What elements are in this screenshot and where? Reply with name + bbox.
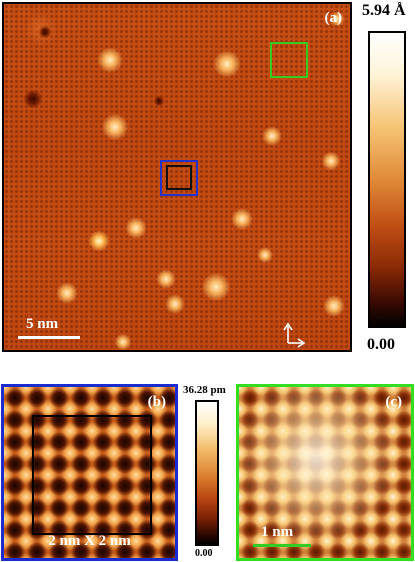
stm-image-c: (c) 1 nm	[236, 384, 414, 561]
colorbar-b-max-label: 36.28 pm	[183, 384, 226, 396]
dark-defect	[39, 26, 51, 38]
bright-defect	[56, 282, 78, 304]
colorbar-a-min-label: 0.00	[367, 336, 395, 353]
panel-label-b: (b)	[147, 394, 166, 410]
bright-defect	[262, 126, 282, 146]
bright-defect	[165, 294, 185, 314]
bright-defect	[214, 49, 240, 79]
bright-defect	[324, 294, 344, 318]
colorbar-a	[368, 31, 406, 328]
bright-defect	[88, 231, 110, 251]
stm-image-b: (b) 2 nm X 2 nm	[1, 384, 178, 561]
dark-defect	[24, 90, 42, 108]
panel-label-a: (a)	[324, 10, 343, 26]
green-region-marker	[270, 42, 308, 78]
bright-defect	[329, 12, 345, 26]
panel-label-c: (c)	[385, 394, 402, 410]
bright-defect	[156, 269, 176, 289]
black-region-marker	[32, 415, 152, 535]
region-size-caption: 2 nm X 2 nm	[48, 533, 131, 549]
colorbar-b	[195, 400, 219, 546]
blue-region-marker	[160, 160, 198, 196]
dark-defect	[154, 96, 164, 106]
scale-bar-a-label: 5 nm	[26, 316, 59, 332]
colorbar-a-max-label: 5.94 Å	[362, 2, 406, 19]
bright-defect	[257, 247, 273, 263]
bright-defect	[231, 208, 253, 230]
bright-defect	[126, 216, 146, 240]
bright-defect	[102, 113, 128, 141]
bright-defect	[322, 151, 340, 171]
bright-defect	[202, 272, 230, 302]
black-region-marker	[166, 165, 192, 190]
axes-arrows-icon	[283, 322, 306, 348]
stm-image-a: (a) 5 nm	[2, 2, 352, 352]
bright-defect	[97, 47, 123, 73]
bright-defect	[114, 334, 132, 350]
scale-bar-a	[18, 336, 80, 339]
scale-bar-c-label: 1 nm	[261, 524, 294, 540]
scale-bar-c	[253, 544, 311, 547]
colorbar-b-min-label: 0.00	[195, 548, 213, 559]
